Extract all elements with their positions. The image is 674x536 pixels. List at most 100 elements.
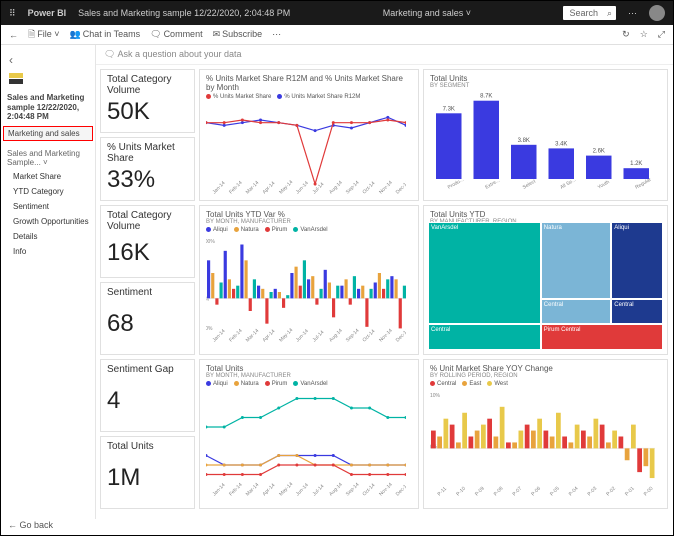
- total-units-line-chart[interactable]: Total UnitsBY MONTH, MANUFACTURER Aliqui…: [199, 359, 419, 509]
- search-input[interactable]: Search: [563, 6, 616, 20]
- svg-text:May-14: May-14: [278, 179, 294, 195]
- favorite-icon[interactable]: ☆: [640, 29, 648, 40]
- svg-text:Oct-14: Oct-14: [362, 482, 377, 497]
- svg-text:May-14: May-14: [278, 481, 294, 497]
- svg-text:P-00: P-00: [643, 486, 655, 498]
- more-menu[interactable]: ⋯: [272, 29, 281, 40]
- svg-text:Aug-14: Aug-14: [328, 180, 344, 196]
- svg-text:Jun-14: Jun-14: [295, 180, 310, 195]
- ask-question-input[interactable]: 🗨 Ask a question about your data: [96, 45, 673, 65]
- comment-button[interactable]: 🗨Comment: [150, 29, 202, 40]
- svg-text:3.4K: 3.4K: [555, 141, 567, 147]
- svg-text:Feb-14: Feb-14: [228, 328, 244, 344]
- svg-text:P-08: P-08: [493, 486, 505, 498]
- svg-text:Mar-14: Mar-14: [245, 328, 261, 344]
- total-units-bar-chart[interactable]: Total UnitsBY SEGMENT 7.3K8.7K3.8K3.4K2.…: [423, 69, 668, 201]
- svg-text:Jul-14: Jul-14: [312, 329, 326, 343]
- market-share-line-chart[interactable]: % Units Market Share R12M and % Units Ma…: [199, 69, 419, 201]
- kpi-card: Sentiment68: [100, 282, 195, 355]
- svg-text:Apr-14: Apr-14: [262, 328, 277, 343]
- svg-text:Mar-14: Mar-14: [245, 482, 261, 498]
- kpi-card: Total Units1M: [100, 436, 195, 509]
- svg-text:Oct-14: Oct-14: [362, 328, 377, 343]
- total-units-treemap[interactable]: Total Units YTDBY MANUFACTURER, REGION V…: [423, 205, 668, 355]
- svg-text:Select: Select: [522, 178, 538, 190]
- svg-text:1.2K: 1.2K: [630, 161, 642, 167]
- svg-text:8.7K: 8.7K: [480, 94, 492, 100]
- svg-text:Oct-14: Oct-14: [362, 180, 377, 195]
- svg-text:Jun-14: Jun-14: [295, 482, 310, 497]
- avatar[interactable]: [649, 5, 665, 21]
- svg-text:Sep-14: Sep-14: [345, 328, 361, 344]
- nav-item[interactable]: Details: [3, 229, 93, 244]
- svg-text:Jan-14: Jan-14: [212, 482, 227, 497]
- svg-text:Dec-14: Dec-14: [395, 180, 406, 196]
- nav-back-icon[interactable]: ‹: [3, 51, 93, 69]
- go-back-button[interactable]: ← Go back: [8, 520, 53, 530]
- nav-item[interactable]: Sentiment: [3, 199, 93, 214]
- svg-text:Sep-14: Sep-14: [345, 482, 361, 498]
- svg-text:Jan-14: Jan-14: [212, 328, 227, 343]
- kpi-card: % Units Market Share33%: [100, 137, 195, 201]
- svg-text:10%: 10%: [430, 393, 441, 399]
- svg-text:Jul-14: Jul-14: [312, 483, 326, 497]
- svg-text:Youth: Youth: [597, 179, 611, 191]
- svg-text:Nov-14: Nov-14: [378, 482, 394, 498]
- svg-text:200%: 200%: [206, 239, 215, 245]
- fullscreen-icon[interactable]: ⤢: [658, 29, 665, 40]
- subscribe-button[interactable]: ✉Subscribe: [213, 29, 263, 40]
- svg-text:3.8K: 3.8K: [518, 138, 530, 144]
- svg-text:Jul-14: Jul-14: [312, 181, 326, 195]
- refresh-icon[interactable]: ↻: [622, 29, 630, 40]
- legend: AliquiNaturaPirumVanArsdel: [206, 381, 412, 387]
- workspace-title: Sales and Marketing sample 12/22/2020, 2…: [3, 91, 93, 124]
- svg-text:P-04: P-04: [568, 486, 580, 498]
- chat-button[interactable]: 👥Chat in Teams: [70, 29, 141, 40]
- svg-text:P-01: P-01: [624, 486, 636, 498]
- app-menu-icon[interactable]: ⠿: [9, 8, 16, 19]
- svg-text:2.6K: 2.6K: [593, 149, 605, 155]
- svg-text:Jan-14: Jan-14: [212, 180, 227, 195]
- legend: CentralEastWest: [430, 381, 661, 387]
- ytd-var-combo-chart[interactable]: Total Units YTD Var %BY MONTH, MANUFACTU…: [199, 205, 419, 355]
- svg-text:P-11: P-11: [437, 486, 449, 498]
- kpi-card: Total Category Volume50K: [100, 69, 195, 133]
- svg-text:Extre...: Extre...: [484, 178, 501, 191]
- back-icon[interactable]: ←: [9, 30, 18, 40]
- more-icon[interactable]: ⋯: [628, 8, 637, 19]
- svg-text:P-03: P-03: [587, 486, 599, 498]
- svg-text:Dec-14: Dec-14: [395, 482, 406, 498]
- yoy-change-bar-chart[interactable]: % Unit Market Share YOY ChangeBY ROLLING…: [423, 359, 668, 509]
- nav-item[interactable]: Info: [3, 244, 93, 259]
- file-menu[interactable]: 🗎File ˅: [28, 27, 60, 43]
- kpi-card: Sentiment Gap4: [100, 359, 195, 432]
- nav-group[interactable]: Sales and Marketing Sample... ˅: [3, 143, 93, 169]
- nav-item[interactable]: Market Share: [3, 169, 93, 184]
- legend: AliquiNaturaPirumVanArsdel: [206, 227, 412, 233]
- svg-text:Mar-14: Mar-14: [245, 180, 261, 196]
- svg-text:P-06: P-06: [530, 486, 542, 498]
- svg-text:Feb-14: Feb-14: [228, 180, 244, 196]
- svg-text:Jun-14: Jun-14: [295, 328, 310, 343]
- nav-item[interactable]: YTD Category: [3, 184, 93, 199]
- kpi-card: Total Category Volume16K: [100, 205, 195, 278]
- brand: Power BI: [28, 8, 67, 18]
- svg-text:Aug-14: Aug-14: [328, 328, 344, 344]
- svg-text:Apr-14: Apr-14: [262, 180, 277, 195]
- svg-text:-100%: -100%: [206, 326, 213, 332]
- breadcrumb: Sales and Marketing sample 12/22/2020, 2…: [78, 8, 290, 18]
- svg-text:Sep-14: Sep-14: [345, 180, 361, 196]
- nav-item-highlight[interactable]: Marketing and sales: [3, 126, 93, 141]
- svg-text:May-14: May-14: [278, 327, 294, 343]
- svg-text:Nov-14: Nov-14: [378, 180, 394, 196]
- svg-text:Feb-14: Feb-14: [228, 482, 244, 498]
- nav-item[interactable]: Growth Opportunities: [3, 214, 93, 229]
- svg-text:P-10: P-10: [455, 486, 467, 498]
- svg-text:Apr-14: Apr-14: [262, 482, 277, 497]
- svg-text:Aug-14: Aug-14: [328, 482, 344, 498]
- svg-text:P-09: P-09: [474, 486, 486, 498]
- svg-text:P-05: P-05: [549, 486, 561, 498]
- svg-text:7.3K: 7.3K: [443, 106, 455, 112]
- page-title[interactable]: Marketing and sales ˅: [383, 8, 471, 18]
- svg-text:Dec-14: Dec-14: [395, 328, 406, 344]
